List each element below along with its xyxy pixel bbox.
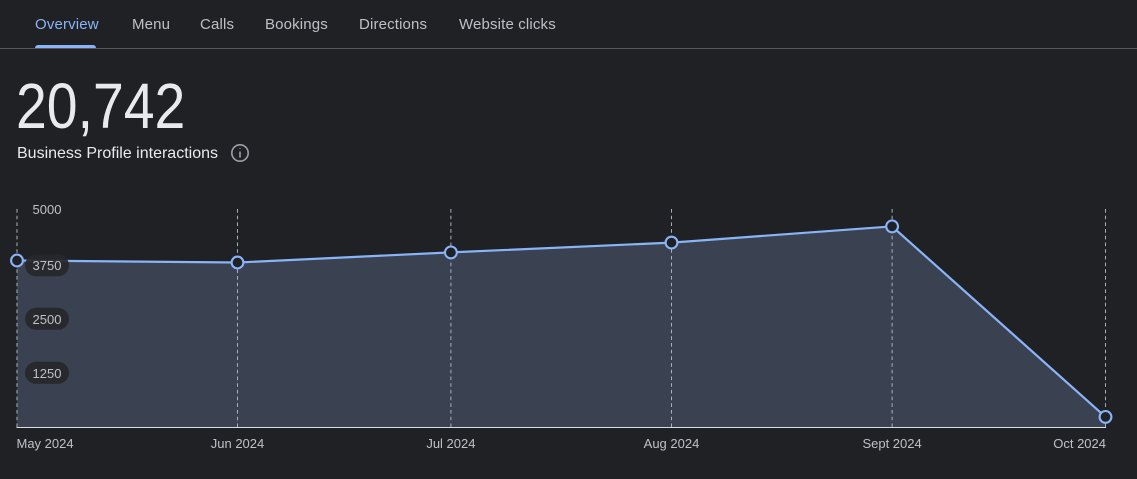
svg-text:Sept 2024: Sept 2024 [862, 436, 921, 451]
svg-text:May 2024: May 2024 [17, 436, 74, 451]
svg-text:1250: 1250 [33, 366, 62, 381]
svg-text:Aug 2024: Aug 2024 [644, 436, 700, 451]
svg-text:3750: 3750 [33, 258, 62, 273]
svg-text:2500: 2500 [33, 312, 62, 327]
svg-text:5000: 5000 [33, 202, 62, 217]
svg-text:Jul 2024: Jul 2024 [426, 436, 475, 451]
svg-text:Jun 2024: Jun 2024 [211, 436, 265, 451]
svg-text:Oct 2024: Oct 2024 [1053, 436, 1106, 451]
